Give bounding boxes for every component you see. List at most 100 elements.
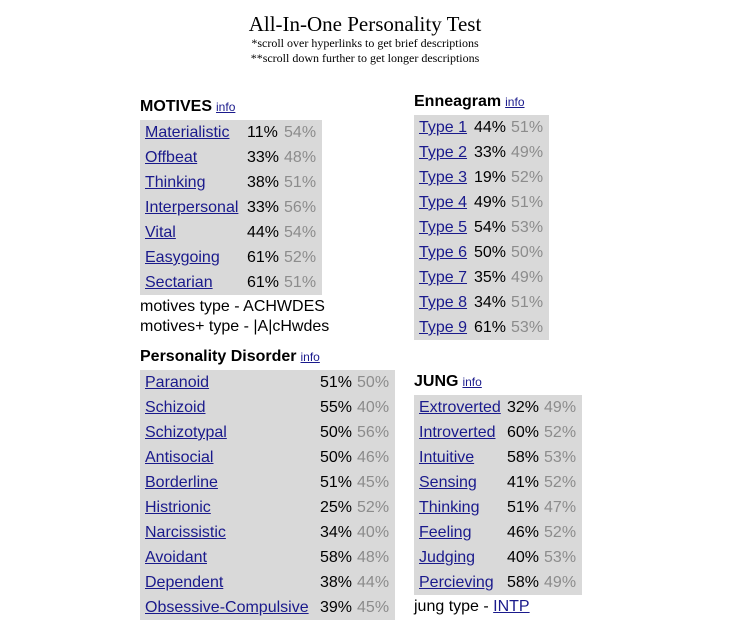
enneagram-trait-link[interactable]: Type 2 — [419, 144, 468, 161]
disorder-average: 40% — [357, 524, 390, 541]
jung-info-link[interactable]: info — [462, 375, 482, 389]
enneagram-score: 34% — [474, 294, 507, 311]
disorder-trait-link[interactable]: Schizoid — [145, 399, 206, 416]
enneagram-trait-link[interactable]: Type 4 — [419, 194, 468, 211]
disorder-score: 58% — [320, 549, 353, 566]
motives-average: 54% — [284, 124, 317, 141]
enneagram-average: 51% — [511, 294, 544, 311]
disorder-row: Antisocial 50% 46% — [140, 445, 395, 470]
disorder-trait-link[interactable]: Antisocial — [145, 449, 214, 466]
disorder-row: Avoidant 58% 48% — [140, 545, 395, 570]
motives-trait-link[interactable]: Thinking — [145, 174, 206, 191]
enneagram-average: 49% — [511, 269, 544, 286]
disorder-row: Dependent 38% 44% — [140, 570, 395, 595]
disorder-trait-link[interactable]: Borderline — [145, 474, 218, 491]
enneagram-trait-link[interactable]: Type 6 — [419, 244, 468, 261]
jung-score: 58% — [507, 574, 540, 591]
jung-average: 49% — [544, 399, 577, 416]
motives-average: 54% — [284, 224, 317, 241]
motives-trait-link[interactable]: Sectarian — [145, 274, 213, 291]
enneagram-average: 53% — [511, 219, 544, 236]
motives-trait-link[interactable]: Vital — [145, 224, 176, 241]
enneagram-score: 54% — [474, 219, 507, 236]
motives-score: 33% — [247, 149, 280, 166]
motives-row: Sectarian 61% 51% — [140, 270, 322, 295]
motives-section: MOTIVES info Materialistic 11% 54% Offbeat 33… — [140, 97, 329, 337]
enneagram-trait-link[interactable]: Type 7 — [419, 269, 468, 286]
enneagram-trait-link[interactable]: Type 8 — [419, 294, 468, 311]
motives-row: Vital 44% 54% — [140, 220, 322, 245]
motives-trait-link[interactable]: Easygoing — [145, 249, 220, 266]
enneagram-row: Type 1 44% 51% — [414, 115, 549, 140]
motives-score: 11% — [247, 124, 278, 141]
motives-score: 44% — [247, 224, 280, 241]
disorder-trait-link[interactable]: Paranoid — [145, 374, 210, 391]
disorder-average: 44% — [357, 574, 390, 591]
disorder-trait-link[interactable]: Narcissistic — [145, 524, 226, 541]
jung-average: 52% — [544, 424, 577, 441]
disorder-score: 34% — [320, 524, 353, 541]
jung-type-link[interactable]: INTP — [493, 598, 530, 615]
hint-line-2: **scroll down further to get longer desc… — [250, 51, 480, 65]
disorder-row: Schizotypal 50% 56% — [140, 420, 395, 445]
disorder-trait-link[interactable]: Dependent — [145, 574, 224, 591]
disorder-row: Obsessive-Compulsive 39% 45% — [140, 595, 395, 620]
enneagram-row: Type 9 61% 53% — [414, 315, 549, 340]
disorder-trait-link[interactable]: Schizotypal — [145, 424, 227, 441]
jung-row: Extroverted 32% 49% — [414, 395, 582, 420]
jung-trait-link[interactable]: Thinking — [419, 499, 480, 516]
disorder-trait-link[interactable]: Histrionic — [145, 499, 211, 516]
enneagram-trait-link[interactable]: Type 3 — [419, 169, 468, 186]
disorder-average: 45% — [357, 599, 390, 616]
disorder-score: 39% — [320, 599, 353, 616]
disorder-row: Histrionic 25% 52% — [140, 495, 395, 520]
jung-trait-link[interactable]: Sensing — [419, 474, 477, 491]
motives-heading: MOTIVES info — [140, 97, 329, 117]
motives-score: 61% — [247, 274, 280, 291]
jung-title: JUNG — [414, 373, 459, 390]
enneagram-score: 33% — [474, 144, 507, 161]
motives-score: 38% — [247, 174, 280, 191]
jung-row: Feeling 46% 52% — [414, 520, 582, 545]
enneagram-heading: Enneagram info — [414, 92, 549, 112]
motives-type: motives type - ACHWDES — [140, 298, 325, 315]
jung-type-label: jung type - — [414, 598, 494, 615]
motives-row: Thinking 38% 51% — [140, 170, 322, 195]
jung-trait-link[interactable]: Intuitive — [419, 449, 475, 466]
jung-trait-link[interactable]: Introverted — [419, 424, 496, 441]
enneagram-score: 50% — [474, 244, 507, 261]
jung-average: 53% — [544, 549, 577, 566]
enneagram-title: Enneagram — [414, 93, 502, 110]
disorder-average: 45% — [357, 474, 390, 491]
enneagram-trait-link[interactable]: Type 9 — [419, 319, 468, 336]
jung-score: 41% — [507, 474, 540, 491]
jung-trait-link[interactable]: Extroverted — [419, 399, 501, 416]
motives-trait-link[interactable]: Interpersonal — [145, 199, 239, 216]
disorder-info-link[interactable]: info — [300, 350, 320, 364]
disorder-row: Schizoid 55% 40% — [140, 395, 395, 420]
motives-average: 51% — [284, 274, 317, 291]
jung-row: Thinking 51% 47% — [414, 495, 582, 520]
jung-trait-link[interactable]: Percieving — [419, 574, 494, 591]
disorder-trait-link[interactable]: Avoidant — [145, 549, 207, 566]
enneagram-trait-link[interactable]: Type 5 — [419, 219, 468, 236]
disorder-row: Borderline 51% 45% — [140, 470, 395, 495]
enneagram-score: 19% — [474, 169, 507, 186]
jung-trait-link[interactable]: Feeling — [419, 524, 472, 541]
disorder-score: 51% — [320, 474, 353, 491]
enneagram-average: 52% — [511, 169, 544, 186]
page-title: All-In-One Personality Test — [248, 12, 482, 36]
enneagram-section: Enneagram info Type 1 44% 51% Type 2 33% 49% Ty… — [414, 92, 550, 340]
motives-trait-link[interactable]: Materialistic — [145, 124, 230, 141]
motives-trait-link[interactable]: Offbeat — [145, 149, 198, 166]
enneagram-info-link[interactable]: info — [505, 95, 525, 109]
motives-info-link[interactable]: info — [216, 100, 236, 114]
enneagram-trait-link[interactable]: Type 1 — [419, 119, 468, 136]
jung-row: Judging 40% 53% — [414, 545, 582, 570]
disorder-average: 46% — [357, 449, 390, 466]
jung-row: Sensing 41% 52% — [414, 470, 582, 495]
disorder-trait-link[interactable]: Obsessive-Compulsive — [145, 599, 309, 616]
disorder-section: Personality Disorder info Paranoid 51% 50% S… — [140, 347, 396, 620]
jung-trait-link[interactable]: Judging — [419, 549, 476, 566]
enneagram-average: 51% — [511, 119, 544, 136]
